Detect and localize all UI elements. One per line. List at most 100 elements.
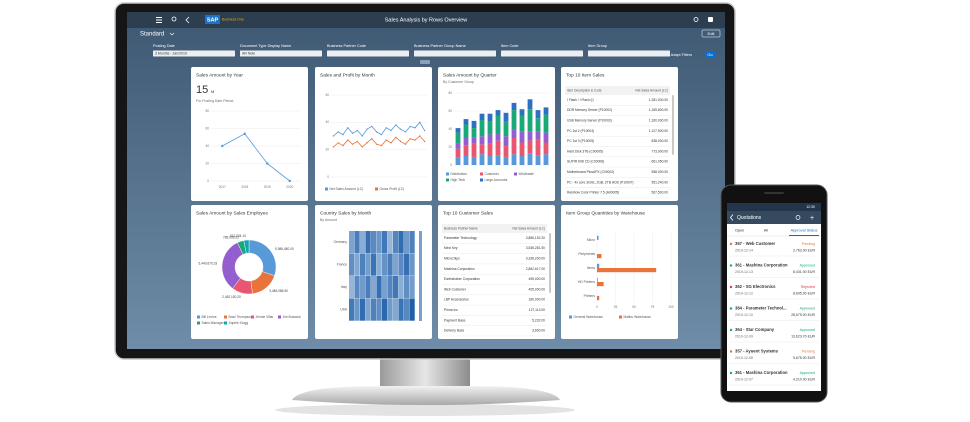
heat-cell — [376, 253, 382, 276]
heat-cell — [354, 276, 360, 299]
bar-segment — [511, 154, 517, 165]
filter-input[interactable] — [327, 50, 409, 57]
variant[interactable]: Standard — [140, 32, 164, 38]
point — [419, 121, 421, 124]
bar — [597, 282, 604, 287]
heat-cell — [382, 253, 388, 276]
bar-segment — [471, 143, 477, 157]
heat-cell — [387, 253, 393, 276]
point — [404, 143, 407, 145]
legend-swatch — [619, 315, 622, 319]
filter-input[interactable] — [240, 50, 322, 57]
card-bg[interactable] — [315, 67, 432, 201]
filter-label: Business Partner Group Name — [414, 44, 466, 48]
point — [399, 128, 402, 130]
edit-label[interactable]: Edit — [708, 31, 716, 36]
phone-search[interactable] — [795, 215, 801, 220]
bar-segment — [479, 144, 485, 155]
item-title[interactable]: 361 - Mashina Corporation — [735, 370, 788, 375]
y-tick-label: 40 — [325, 120, 329, 124]
cell: PC 1st 3 (P10005) — [567, 139, 594, 143]
item-title[interactable]: 364 - Star Company — [735, 327, 775, 332]
bar-segment — [519, 109, 525, 116]
item-amount: 4,210.00 EUR — [793, 377, 815, 381]
go-button[interactable] — [705, 51, 715, 58]
filter-input[interactable] — [414, 50, 496, 57]
cell: I Flash / I Flash (I) — [567, 98, 594, 102]
x-tick-label: 75 — [651, 305, 655, 309]
item-title[interactable]: 384 - Parameter Technol... — [735, 306, 787, 311]
bar-segment — [495, 155, 501, 165]
heat-cell — [365, 298, 371, 321]
bar-segment — [479, 136, 485, 145]
bar-segment — [543, 114, 549, 133]
filter-input[interactable] — [501, 50, 583, 57]
menu-icon[interactable] — [156, 17, 162, 18]
shell-bar — [127, 12, 725, 28]
bar-segment — [463, 156, 469, 165]
cell: 567,500.00 — [651, 191, 668, 195]
item-title[interactable]: 357 - Web Customer — [735, 241, 776, 246]
cell: Web Customer — [444, 287, 467, 291]
bar — [597, 268, 657, 273]
status-dot — [729, 264, 733, 267]
point — [385, 127, 387, 129]
cell: Payment Base — [444, 318, 466, 322]
search-icon[interactable] — [693, 17, 699, 22]
card: Sales Amount by Quarter By Customer Group… — [438, 67, 555, 201]
edit-button[interactable] — [701, 29, 721, 38]
phone-tab[interactable]: Open — [735, 229, 744, 233]
notification-icon[interactable] — [708, 17, 713, 22]
bar-segment — [463, 145, 469, 156]
legend-swatch — [569, 315, 572, 319]
card-subtitle: By Amount — [320, 218, 337, 222]
phone-back[interactable] — [729, 214, 734, 221]
item-status: Approved — [800, 263, 815, 267]
heat-cell — [376, 231, 382, 254]
y-tick-label: 20 — [325, 148, 329, 152]
phone-tab[interactable]: Approval Status — [791, 229, 818, 233]
cell: 1,160,000.00 — [649, 118, 668, 122]
point — [371, 138, 373, 140]
legend-swatch — [375, 187, 378, 191]
phone-tab[interactable]: All — [764, 229, 768, 233]
bar-segment — [535, 131, 541, 140]
variant-arrow[interactable] — [169, 32, 175, 36]
point — [288, 179, 291, 183]
card-title: Top 10 Customer Sales — [443, 210, 493, 216]
bar-segment — [527, 109, 533, 132]
point — [380, 144, 383, 147]
card-bg[interactable] — [191, 67, 308, 201]
color-scale — [419, 231, 422, 321]
collapse-handle[interactable] — [420, 60, 430, 64]
adapt-filters[interactable]: Adapt Filters — [671, 53, 692, 57]
row-label: France — [337, 263, 347, 267]
card-bg[interactable] — [438, 205, 555, 339]
bar-segment — [511, 138, 517, 155]
go-label[interactable]: Go — [707, 52, 713, 57]
bar-segment — [479, 113, 485, 120]
item-title[interactable]: 361 - Mashina Corporation — [735, 263, 788, 268]
point — [351, 132, 354, 134]
user-icon[interactable] — [171, 16, 177, 22]
cell: Microchips — [444, 256, 460, 260]
card-bg[interactable] — [561, 67, 678, 201]
cell: 3,600.00 — [532, 329, 545, 333]
shadow — [275, 404, 575, 416]
filter-input[interactable] — [588, 50, 670, 57]
line-series — [333, 121, 425, 137]
filter-input[interactable] — [153, 50, 235, 57]
back-icon[interactable] — [185, 16, 190, 24]
heat-cell — [360, 276, 366, 299]
legend-label: Gross Profit (LC) — [380, 187, 405, 191]
card-bg[interactable] — [191, 205, 308, 339]
heat-cell — [398, 298, 404, 321]
phone-add[interactable]: + — [810, 215, 814, 222]
card: Sales and Profit by Month 0 20 40 60 Net Sale… — [315, 67, 432, 201]
legend-label: Sophie Klogg — [229, 321, 249, 325]
item-title[interactable]: 357 - Ayuent Systems — [735, 349, 779, 354]
point — [266, 162, 269, 165]
point — [390, 142, 392, 144]
heat-cell — [393, 253, 399, 276]
item-title[interactable]: 362 - SG Electronics — [735, 284, 776, 289]
